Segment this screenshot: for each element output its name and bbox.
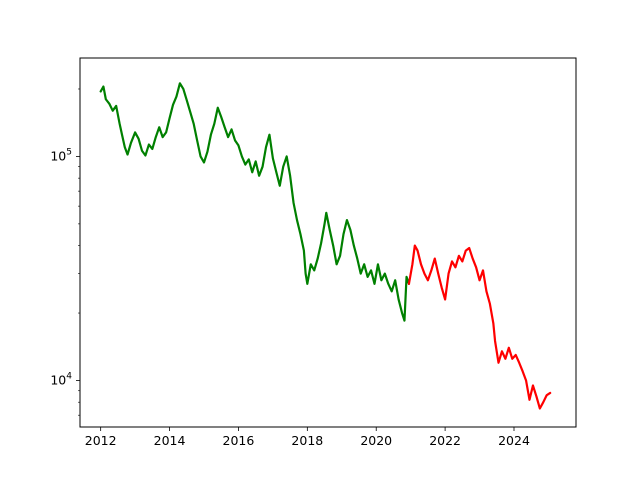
x-tick-label: 2012 <box>85 433 117 448</box>
plot-lines <box>99 82 552 410</box>
x-tick-label: 2018 <box>291 433 323 448</box>
series-line-1 <box>99 82 411 322</box>
y-axis: 104 105 <box>50 88 80 416</box>
x-tick-label: 2014 <box>154 433 186 448</box>
x-tick-label: 2022 <box>429 433 461 448</box>
y-tick-label: 104 <box>50 371 72 387</box>
x-tick-label: 2024 <box>498 433 530 448</box>
plot-frame <box>79 57 577 428</box>
series-line-2 <box>407 244 552 410</box>
x-tick-label: 2016 <box>223 433 255 448</box>
x-axis: 2012 2014 2016 2018 2020 2022 2024 <box>85 427 530 448</box>
y-tick-label: 105 <box>50 147 72 163</box>
x-tick-label: 2020 <box>360 433 392 448</box>
